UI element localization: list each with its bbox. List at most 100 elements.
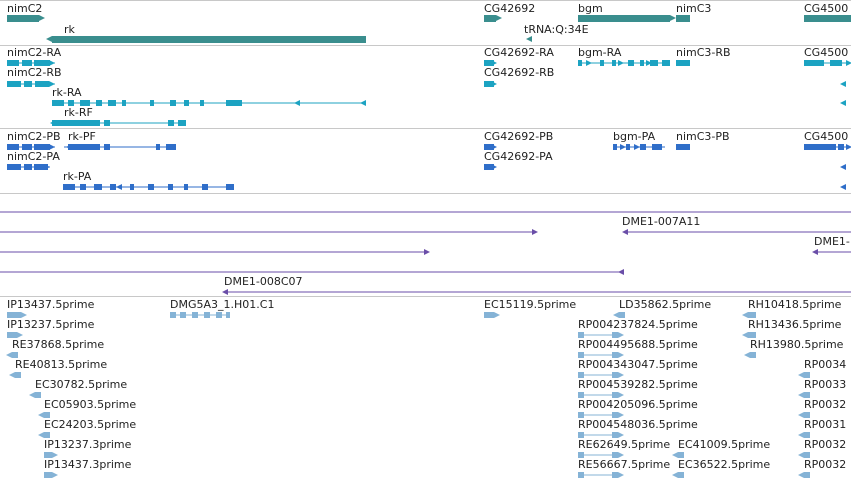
est-arrow[interactable]	[38, 432, 44, 438]
est-block[interactable]	[612, 332, 618, 338]
est-block[interactable]	[44, 472, 52, 478]
transcript-label-bgm-RA[interactable]: bgm-RA	[578, 46, 622, 59]
transcript-bgm-RA-exon[interactable]	[640, 60, 644, 66]
transcript-bgm-PA-exon[interactable]	[652, 144, 662, 150]
est-arrow[interactable]	[17, 332, 23, 338]
transcript-bgm-RA-arrow[interactable]	[646, 60, 652, 66]
transcript-rk-RA-exon[interactable]	[68, 100, 74, 106]
est-block[interactable]	[12, 352, 18, 358]
est-block[interactable]	[804, 432, 810, 438]
transcript-rk-PA-arrow[interactable]	[116, 184, 122, 190]
transcript-CG4500-PB-exon[interactable]	[804, 144, 836, 150]
est-block[interactable]	[804, 412, 810, 418]
est-label[interactable]: EC30782.5prime	[35, 378, 128, 391]
est-block[interactable]	[35, 392, 41, 398]
est-arrow[interactable]	[52, 452, 58, 458]
est-label[interactable]: EC05903.5prime	[44, 398, 137, 411]
transcript-rk-PF-arrow[interactable]	[66, 144, 72, 150]
est-arrow[interactable]	[618, 332, 624, 338]
clone-label-DME1[interactable]: DME1-	[814, 235, 850, 248]
transcript-nimC2-RA-exon[interactable]	[34, 60, 50, 66]
transcript-label-nimC3-PB[interactable]: nimC3-PB	[676, 130, 730, 143]
est-arrow[interactable]	[742, 312, 748, 318]
transcript-rk-RA-exon[interactable]	[184, 100, 189, 106]
est-block[interactable]	[578, 432, 584, 438]
transcript-rk-PA-exon[interactable]	[130, 184, 134, 190]
est-block[interactable]	[804, 452, 810, 458]
transcript-bgm-RA-exon[interactable]	[612, 60, 616, 66]
est-label[interactable]: EC24203.5prime	[44, 418, 137, 431]
est-block[interactable]	[612, 392, 618, 398]
transcript-nimC2-RB-arrow[interactable]	[49, 81, 55, 87]
transcript-label-CG42692-PB[interactable]: CG42692-PB	[484, 130, 554, 143]
clone-label-DME1-007A11[interactable]: DME1-007A11	[622, 215, 701, 228]
transcript-CG4500-PB-arrow[interactable]	[846, 144, 851, 150]
transcript-nimC2-PB-exon[interactable]	[7, 144, 19, 150]
transcript-CG4500-exon[interactable]	[804, 60, 824, 66]
est-block[interactable]	[804, 372, 810, 378]
transcript-bgm-RA-exon[interactable]	[628, 60, 634, 66]
est-block[interactable]	[216, 312, 222, 318]
est-block[interactable]	[678, 452, 684, 458]
transcript-nimC3-PB-exon[interactable]	[676, 144, 690, 150]
est-label[interactable]: RH13980.5prime	[750, 338, 844, 351]
transcript-rk-RF-arrow[interactable]	[50, 120, 56, 126]
gene-label-bgm[interactable]: bgm	[578, 2, 603, 15]
est-block[interactable]	[748, 332, 756, 338]
est-arrow[interactable]	[744, 352, 750, 358]
transcript-rk-RA-exon[interactable]	[200, 100, 204, 106]
est-block[interactable]	[578, 372, 584, 378]
est-block[interactable]	[226, 312, 230, 318]
transcript-nimC2-PA-arrow[interactable]	[44, 164, 50, 170]
est-label[interactable]: RP004548036.5prime	[578, 418, 698, 431]
transcript-nimC2-PB-exon[interactable]	[34, 144, 50, 150]
est-arrow[interactable]	[618, 432, 624, 438]
transcript-nimC2-PB-exon[interactable]	[22, 144, 32, 150]
est-label[interactable]: RE37868.5prime	[12, 338, 105, 351]
transcript-bgm-PA-exon[interactable]	[613, 144, 617, 150]
est-block[interactable]	[204, 312, 210, 318]
gene-label-tRNA[interactable]: tRNA:Q:34E	[524, 23, 589, 36]
transcript-nimC2-PB-arrow[interactable]	[49, 144, 55, 150]
gene-bgm[interactable]	[578, 15, 670, 22]
est-label[interactable]: RP0032	[804, 398, 847, 411]
est-label[interactable]: EC15119.5prime	[484, 298, 577, 311]
transcript-rk-RA-arrow[interactable]	[52, 100, 58, 106]
transcript-label-CG42692-RB[interactable]: CG42692-RB	[484, 66, 555, 79]
transcript-label-rk-RF[interactable]: rk-RF	[64, 106, 93, 119]
transcript-bgm-RA-exon[interactable]	[578, 60, 582, 66]
clone-arrow[interactable]	[622, 229, 628, 235]
transcript-CG42692-PB-exon[interactable]	[484, 144, 494, 150]
transcript-bgm-PA-exon[interactable]	[626, 144, 630, 150]
transcript-bgm-RA-exon[interactable]	[662, 60, 670, 66]
est-arrow[interactable]	[9, 372, 15, 378]
est-arrow[interactable]	[618, 392, 624, 398]
transcript-CG42692-PB-arrow[interactable]	[491, 144, 497, 150]
est-block[interactable]	[612, 412, 618, 418]
transcript-rk-RA-exon[interactable]	[226, 100, 242, 106]
transcript-label-CG4500[interactable]: CG4500	[804, 130, 849, 143]
est-label[interactable]: LD35862.5prime	[619, 298, 712, 311]
est-arrow[interactable]	[494, 312, 500, 318]
transcript-CG42692-RA-exon[interactable]	[484, 60, 494, 66]
est-block[interactable]	[612, 352, 618, 358]
est-arrow[interactable]	[798, 472, 804, 478]
transcript-rk-RA-exon[interactable]	[170, 100, 176, 106]
transcript-rk-PA-exon[interactable]	[184, 184, 188, 190]
transcript-label-nimC2-PA[interactable]: nimC2-PA	[7, 150, 60, 163]
clone-arrow[interactable]	[812, 249, 818, 255]
est-arrow[interactable]	[618, 452, 624, 458]
transcript-rk-PA-exon[interactable]	[80, 184, 86, 190]
est-label[interactable]: RP004237824.5prime	[578, 318, 698, 331]
est-arrow[interactable]	[52, 472, 58, 478]
transcript-nimC2-PA-exon[interactable]	[34, 164, 48, 170]
est-block[interactable]	[578, 392, 584, 398]
transcript-bgm-PA-arrow[interactable]	[620, 144, 626, 150]
transcript-nimC2-PA-exon[interactable]	[24, 164, 32, 170]
transcript-rk-PA-arrow[interactable]	[64, 184, 70, 190]
est-label[interactable]: IP13237.5prime	[7, 318, 95, 331]
transcript-CG4500-arrow[interactable]	[840, 164, 846, 170]
transcript-rk-PF-exon[interactable]	[156, 144, 160, 150]
est-block[interactable]	[7, 312, 21, 318]
transcript-rk-RA-arrow[interactable]	[294, 100, 300, 106]
